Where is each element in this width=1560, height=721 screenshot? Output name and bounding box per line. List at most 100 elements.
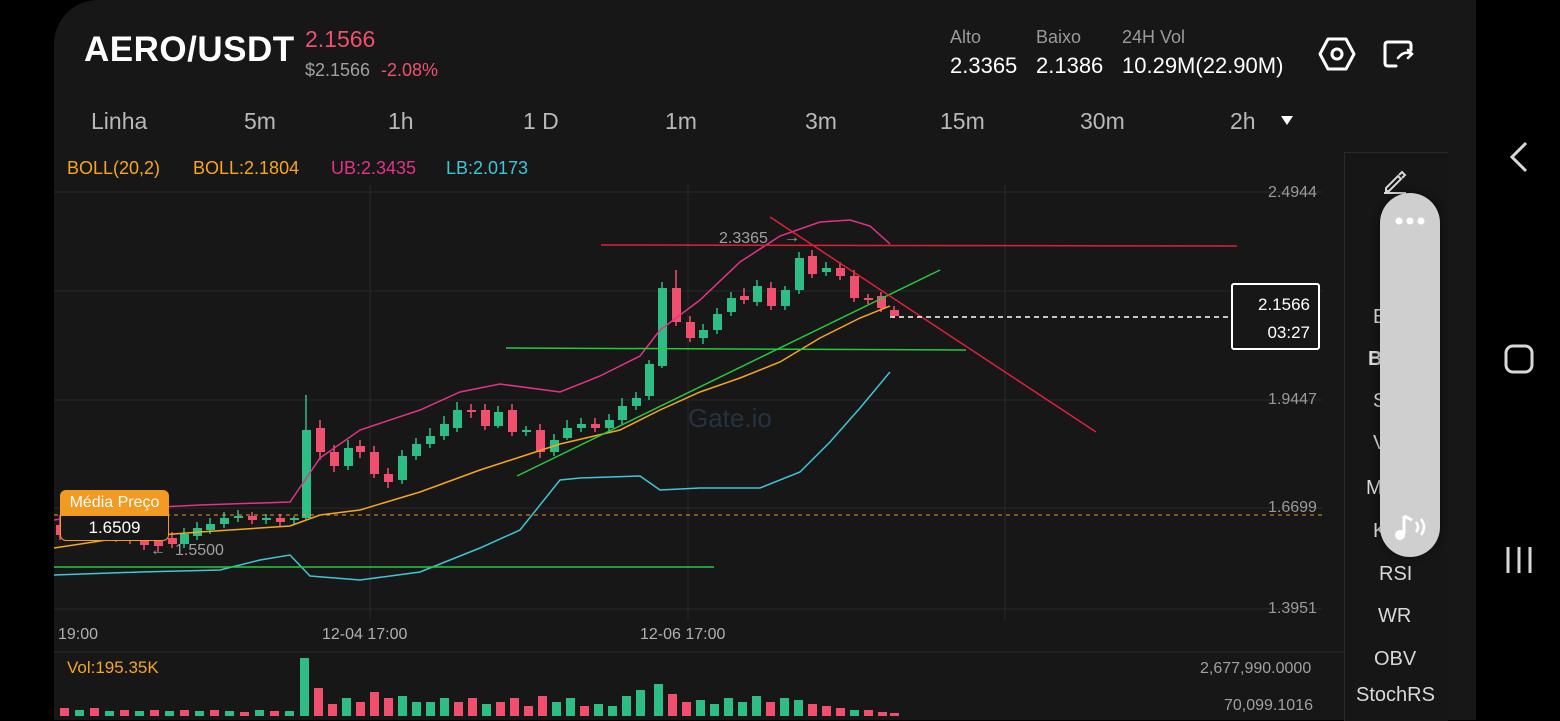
candle-body <box>398 456 407 480</box>
volume-bar <box>270 711 279 716</box>
tab-3m[interactable]: 3m <box>805 108 837 134</box>
indicator-boll[interactable]: B <box>1368 348 1383 370</box>
settings-hexagon-icon[interactable] <box>1318 36 1356 72</box>
candle-body <box>220 518 229 524</box>
candle-body <box>850 276 859 298</box>
last-price: 2.1566 <box>305 26 376 52</box>
volume-bar <box>135 711 144 716</box>
dropdown-arrow-icon[interactable] <box>1281 116 1293 126</box>
candle-body <box>713 314 722 330</box>
candle-body <box>808 256 817 274</box>
volume-bar <box>668 694 677 716</box>
price-axis-label: 2.4944 <box>1268 184 1317 201</box>
candle-body <box>234 516 243 518</box>
candle-body <box>330 452 339 466</box>
tab-15m[interactable]: 15m <box>940 108 985 134</box>
candle-body <box>740 296 749 300</box>
volume-bar <box>165 711 174 716</box>
candle-body <box>481 410 490 426</box>
volume-bar <box>60 708 69 716</box>
trading-pair-title[interactable]: AERO/USDT <box>84 30 295 69</box>
indicator-wr[interactable]: WR <box>1378 605 1412 627</box>
current-price-tag[interactable]: 2.1566 03:27 <box>1231 283 1320 350</box>
sound-assistant-icon[interactable] <box>1390 510 1432 544</box>
volume-bar <box>468 698 477 716</box>
candle-body <box>426 436 435 444</box>
avg-price-value: 1.6509 <box>60 516 169 541</box>
indicator-rsi[interactable]: RSI <box>1379 563 1413 585</box>
volume-bar <box>342 698 351 716</box>
boll-mid-value: BOLL:2.1804 <box>193 158 300 178</box>
home-square-icon[interactable] <box>1503 343 1535 375</box>
volume-bar <box>836 708 845 716</box>
volume-bar <box>510 698 519 716</box>
volume-bar <box>752 696 761 716</box>
share-screen-icon[interactable] <box>1382 38 1416 70</box>
candle-body <box>864 298 873 300</box>
back-chevron-icon[interactable] <box>1506 140 1532 174</box>
resistance-line <box>600 244 1238 247</box>
low-marker-label: 1.5500 <box>175 542 224 559</box>
volume-bar <box>654 684 663 716</box>
volume-bar <box>398 696 407 716</box>
average-price-tag[interactable]: Média Preço 1.6509 <box>60 490 169 542</box>
more-dots-icon[interactable] <box>1394 216 1426 226</box>
volume-bar <box>225 711 234 716</box>
volume-bar <box>864 710 873 716</box>
volume-bar <box>314 688 323 716</box>
volume-bar <box>482 704 491 716</box>
volume-bar <box>878 712 887 716</box>
volume-bar <box>285 711 294 716</box>
app-screen <box>54 0 1476 720</box>
floating-panel-handle[interactable] <box>1380 193 1440 557</box>
candle-body <box>836 268 845 276</box>
indicator-obv[interactable]: OBV <box>1374 648 1417 670</box>
watermark-logo: Gate.io <box>688 403 772 433</box>
candle-body <box>618 406 627 420</box>
tab-1h[interactable]: 1h <box>388 108 414 134</box>
low-label: Baixo <box>1036 27 1082 47</box>
candlestick-chart[interactable] <box>54 0 1476 720</box>
tab-30m[interactable]: 30m <box>1080 108 1125 134</box>
tab-5m[interactable]: 5m <box>244 108 276 134</box>
candle-body <box>412 444 421 456</box>
indicator-macd[interactable]: M <box>1366 477 1383 499</box>
candle-body <box>248 516 257 520</box>
volume-bar <box>384 698 393 716</box>
tab-1d[interactable]: 1 D <box>523 108 559 134</box>
time-axis-label: 12-04 17:00 <box>322 626 408 643</box>
boll-upper-value: UB:2.3435 <box>331 158 417 178</box>
recent-apps-icon[interactable] <box>1504 544 1534 576</box>
avg-price-label: Média Preço <box>60 490 169 516</box>
volume-24h-label: 24H Vol <box>1122 27 1186 47</box>
arrow-left-icon: ← <box>150 542 166 559</box>
candle-body <box>494 412 503 426</box>
volume-bar <box>808 704 817 716</box>
pencil-draw-icon[interactable] <box>1382 168 1408 194</box>
candle-body <box>727 298 736 312</box>
volume-bar <box>696 700 705 716</box>
price-axis-label: 1.6699 <box>1268 499 1317 516</box>
volume-bar <box>566 698 575 716</box>
boll-upper-line <box>54 219 891 521</box>
tab-1min[interactable]: 1m <box>665 108 697 134</box>
candle-body <box>290 518 299 520</box>
volume-bar <box>822 706 831 716</box>
volume-bar <box>724 698 733 716</box>
candle-body <box>370 452 379 474</box>
volume-bar <box>538 696 547 716</box>
volume-bar <box>794 700 803 716</box>
high-marker-label: 2.3365 <box>719 230 768 247</box>
candle-body <box>522 430 531 432</box>
candle-body <box>206 524 215 530</box>
volume-bar <box>195 711 204 716</box>
tab-line[interactable]: Linha <box>91 108 148 134</box>
indicator-stochrsi[interactable]: StochRS <box>1356 684 1435 706</box>
candle-body <box>344 448 353 466</box>
current-price-value: 2.1566 <box>1258 295 1310 314</box>
tab-2h[interactable]: 2h <box>1230 108 1256 134</box>
boll-mid-line <box>54 305 891 549</box>
boll-lower-value: LB:2.0173 <box>446 158 529 178</box>
volume-axis-bottom: 70,099.1016 <box>1224 697 1313 714</box>
candle-body <box>467 410 476 412</box>
